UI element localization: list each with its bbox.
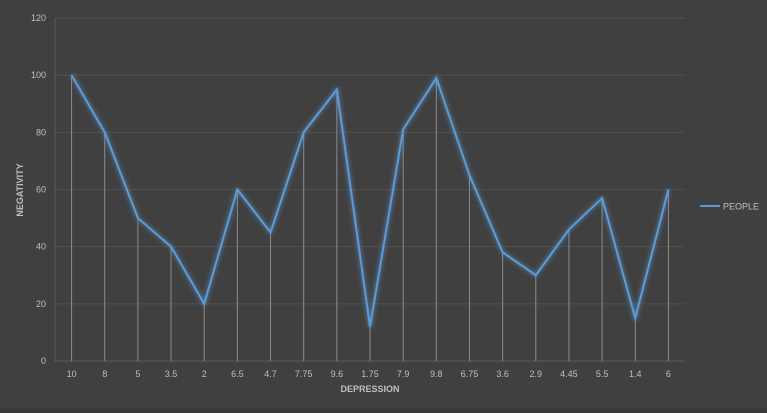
- x-tick-label: 9.8: [430, 369, 443, 379]
- y-tick-label: 20: [36, 299, 46, 309]
- y-tick-label: 120: [31, 13, 46, 23]
- x-tick-label: 4.7: [264, 369, 277, 379]
- x-tick-label: 5.5: [596, 369, 609, 379]
- x-tick-label: 3.5: [165, 369, 178, 379]
- x-tick-label: 4.45: [560, 369, 578, 379]
- y-axis-title: NEGATIVITY: [15, 163, 25, 216]
- x-tick-label: 10: [67, 369, 77, 379]
- x-tick-label: 6.5: [231, 369, 244, 379]
- series-people: [71, 75, 668, 327]
- gridlines: [55, 18, 685, 361]
- y-tick-label: 40: [36, 242, 46, 252]
- x-tick-label: 7.9: [397, 369, 410, 379]
- series-line: [72, 75, 669, 327]
- x-tick-label: 2: [202, 369, 207, 379]
- y-tick-label: 80: [36, 127, 46, 137]
- x-tick-label: 1.75: [361, 369, 379, 379]
- x-tick-label: 8: [102, 369, 107, 379]
- x-tick-label: 7.75: [295, 369, 313, 379]
- y-tick-label: 100: [31, 70, 46, 80]
- y-tick-label: 60: [36, 185, 46, 195]
- y-tick-label: 0: [41, 356, 46, 366]
- x-tick-label: 9.6: [331, 369, 344, 379]
- x-tick-label: 3.6: [496, 369, 509, 379]
- y-axis-ticks: 0 20 40 60 80 100 120: [31, 13, 46, 366]
- x-tick-label: 1.4: [629, 369, 642, 379]
- x-tick-label: 6: [666, 369, 671, 379]
- legend-label: PEOPLE: [723, 202, 759, 212]
- drop-lines: [72, 75, 669, 361]
- legend: PEOPLE: [700, 202, 759, 212]
- x-tick-label: 6.75: [461, 369, 479, 379]
- x-tick-label: 5: [135, 369, 140, 379]
- x-tick-label: 2.9: [530, 369, 543, 379]
- x-axis-ticks: 10 8 5 3.5 2 6.5 4.7 7.75 9.6 1.75 7.9 9.8 6.75 3.6 2.…: [67, 369, 671, 379]
- x-axis-title: DEPRESSION: [340, 384, 399, 394]
